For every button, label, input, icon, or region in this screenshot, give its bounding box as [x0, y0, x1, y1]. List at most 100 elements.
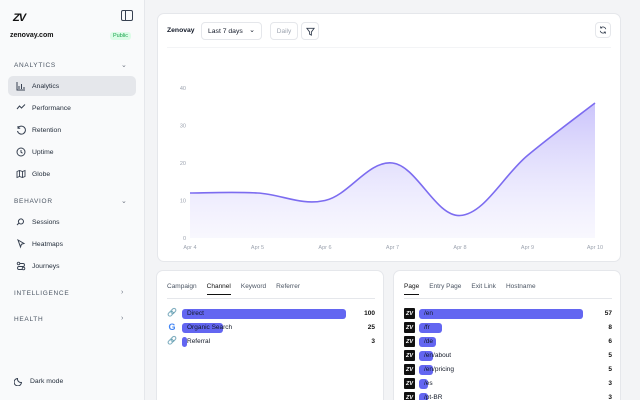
- value-bar: [182, 337, 187, 347]
- visitors-chart: 0 10 20 30 40 Apr 4 Apr 5 Apr 6 Apr 7 Apr 8 Apr 9 A…: [180, 86, 603, 251]
- value-bar: [419, 323, 442, 333]
- value-bar: [419, 365, 434, 375]
- cursor-icon: [16, 239, 26, 249]
- table-row[interactable]: ZV/fr 8: [404, 322, 612, 334]
- table-row[interactable]: ZV/pt-BR 3: [404, 392, 612, 400]
- sidebar-item-label: Analytics: [32, 82, 60, 90]
- tab-page[interactable]: Page: [404, 283, 420, 295]
- value-bar: [419, 351, 434, 361]
- chart-line: [189, 102, 596, 217]
- dark-mode-label: Dark mode: [30, 377, 64, 385]
- retention-icon: [16, 125, 26, 135]
- table-row[interactable]: ZV/en 57: [404, 308, 612, 320]
- value-bar: [182, 309, 346, 319]
- refresh-button[interactable]: [595, 22, 611, 38]
- x-tick-label: Apr 7: [386, 245, 399, 251]
- tab-hostname[interactable]: Hostname: [505, 283, 536, 290]
- sidebar-item-sessions[interactable]: Sessions: [8, 212, 136, 232]
- sidebar-item-label: Performance: [32, 104, 71, 112]
- sidebar-toggle-icon[interactable]: [121, 10, 133, 21]
- table-row[interactable]: G Organic Search 25: [167, 322, 375, 334]
- section-intelligence[interactable]: INTELLIGENCE: [14, 290, 70, 297]
- row-label: /de: [424, 338, 434, 345]
- y-tick-label: 30: [180, 124, 186, 130]
- bar-chart-icon: [16, 81, 26, 91]
- sidebar-item-globe[interactable]: Globe: [8, 164, 136, 184]
- tab-keyword[interactable]: Keyword: [240, 283, 267, 290]
- sidebar-item-label: Uptime: [32, 148, 54, 156]
- sources-card: Campaign Channel Keyword Referrer 🔗 Direc…: [156, 270, 384, 400]
- section-health[interactable]: HEALTH: [14, 316, 44, 323]
- pages-card: Page Entry Page Exit Link Hostname ZV/en…: [393, 270, 621, 400]
- chevron-down-icon[interactable]: ⌄: [121, 198, 127, 205]
- divider: [404, 298, 612, 299]
- row-value: 5: [608, 352, 612, 359]
- value-bar: [419, 393, 428, 400]
- site-name[interactable]: zenovay.com: [10, 32, 54, 39]
- sidebar-item-performance[interactable]: Performance: [8, 98, 136, 118]
- sidebar-item-label: Heatmaps: [32, 240, 63, 248]
- table-row[interactable]: ZV/es 3: [404, 378, 612, 390]
- x-tick-label: Apr 10: [587, 245, 603, 251]
- sidebar-item-uptime[interactable]: Uptime: [8, 142, 136, 162]
- x-tick-label: Apr 9: [521, 245, 534, 251]
- moon-icon: [14, 376, 24, 386]
- chevron-right-icon[interactable]: ›: [121, 289, 124, 296]
- value-bar: [419, 337, 437, 347]
- value-bar: [182, 323, 223, 333]
- site-favicon-icon: ZV: [404, 336, 415, 347]
- table-row[interactable]: ZV/en/about 5: [404, 350, 612, 362]
- filter-button[interactable]: [301, 22, 319, 40]
- y-tick-label: 10: [180, 199, 186, 205]
- row-value: 3: [608, 380, 612, 387]
- row-label: /es: [424, 380, 433, 387]
- sidebar-item-label: Retention: [32, 126, 62, 134]
- row-value: 5: [608, 366, 612, 373]
- site-favicon-icon: ZV: [404, 350, 415, 361]
- pages-tabs: Page Entry Page Exit Link Hostname: [404, 283, 546, 295]
- row-value: 25: [367, 324, 375, 331]
- tab-campaign[interactable]: Campaign: [167, 283, 197, 290]
- chevron-down-icon[interactable]: ⌄: [121, 62, 127, 69]
- link-icon: 🔗: [167, 336, 177, 345]
- date-range-select[interactable]: Last 7 days ⌄: [201, 22, 262, 40]
- google-icon: G: [168, 322, 176, 332]
- table-row[interactable]: 🔗 Direct 100: [167, 308, 375, 320]
- clock-icon: [16, 147, 26, 157]
- site-favicon-icon: ZV: [404, 378, 415, 389]
- row-label: Direct: [187, 310, 204, 317]
- tab-entry-page[interactable]: Entry Page: [429, 283, 462, 290]
- dark-mode-toggle[interactable]: Dark mode: [14, 376, 63, 386]
- table-row[interactable]: ZV/en/pricing 5: [404, 364, 612, 376]
- row-label: /pt-BR: [424, 394, 443, 400]
- filter-icon: [305, 27, 315, 36]
- tab-channel[interactable]: Channel: [206, 283, 231, 295]
- sidebar-item-analytics[interactable]: Analytics: [8, 76, 136, 96]
- section-behavior[interactable]: BEHAVIOR: [14, 198, 53, 205]
- granularity-select[interactable]: Daily: [270, 22, 298, 40]
- row-label: /en: [424, 310, 434, 317]
- tab-referrer[interactable]: Referrer: [276, 283, 300, 290]
- site-favicon-icon: ZV: [404, 364, 415, 375]
- table-row[interactable]: ZV/de 6: [404, 336, 612, 348]
- y-tick-label: 40: [180, 86, 186, 92]
- sidebar-item-heatmaps[interactable]: Heatmaps: [8, 234, 136, 254]
- sidebar-item-label: Globe: [32, 170, 51, 178]
- tab-exit-link[interactable]: Exit Link: [471, 283, 496, 290]
- row-value: 100: [364, 310, 375, 317]
- section-analytics[interactable]: ANALYTICS: [14, 62, 56, 69]
- chevron-right-icon[interactable]: ›: [121, 315, 124, 322]
- zenovay-logo[interactable]: ZV: [13, 12, 26, 24]
- row-label: Referral: [187, 338, 211, 345]
- y-tick-label: 20: [180, 161, 186, 167]
- table-row[interactable]: 🔗 Referral 3: [167, 336, 375, 348]
- value-bar: [419, 309, 583, 319]
- row-label: /en/about: [424, 352, 452, 359]
- visibility-badge: Public: [110, 32, 131, 40]
- x-tick-label: Apr 8: [453, 245, 466, 251]
- site-selector-title[interactable]: Zenovay: [167, 27, 195, 34]
- row-value: 8: [608, 324, 612, 331]
- sidebar-item-retention[interactable]: Retention: [8, 120, 136, 140]
- refresh-icon: [599, 26, 607, 34]
- sidebar-item-journeys[interactable]: Journeys: [8, 256, 136, 276]
